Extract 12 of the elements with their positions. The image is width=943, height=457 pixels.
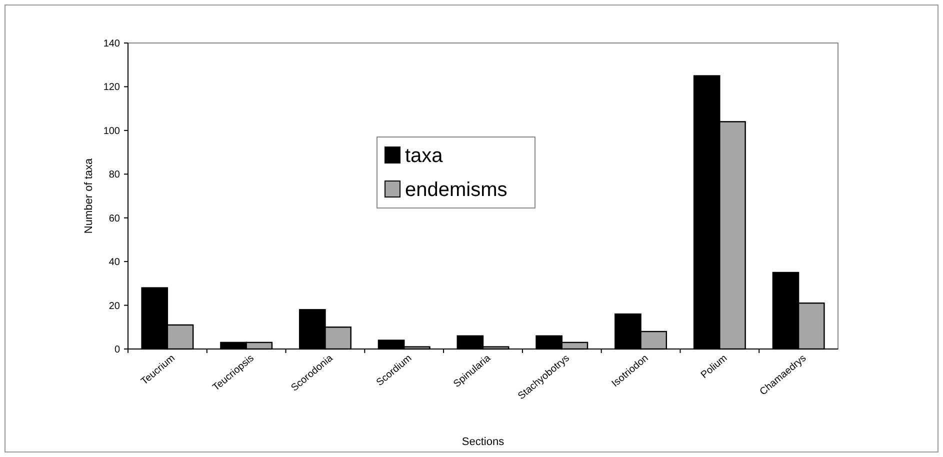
y-axis-title: Number of taxa (83, 158, 95, 234)
y-tick-label: 140 (103, 38, 120, 50)
y-tick-label: 100 (103, 126, 120, 137)
legend-label: taxa (405, 145, 444, 167)
y-tick-label: 0 (114, 344, 120, 356)
y-tick-label: 20 (108, 300, 120, 312)
x-axis-title: Sections (462, 436, 505, 448)
y-tick-label: 60 (108, 213, 120, 224)
y-tick-label: 80 (108, 170, 120, 181)
y-tick-label: 120 (103, 82, 120, 94)
legend-label: endemisms (405, 179, 508, 201)
y-tick-label: 40 (108, 257, 120, 268)
